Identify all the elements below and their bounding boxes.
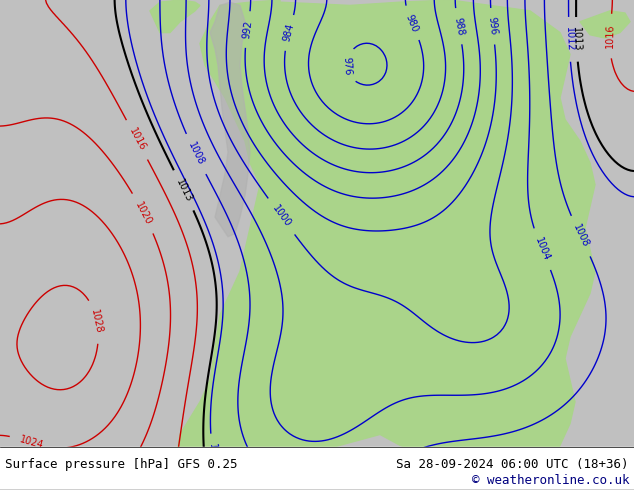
Polygon shape <box>210 2 250 237</box>
Text: 996: 996 <box>486 17 498 36</box>
Text: 1008: 1008 <box>571 223 590 249</box>
Text: 1013: 1013 <box>174 177 193 203</box>
Text: 1024: 1024 <box>18 435 44 451</box>
Text: 1000: 1000 <box>270 204 293 229</box>
Text: 976: 976 <box>342 56 353 75</box>
Text: Surface pressure [hPa] GFS 0.25: Surface pressure [hPa] GFS 0.25 <box>5 458 238 471</box>
Text: 1013: 1013 <box>571 27 582 52</box>
Text: 1028: 1028 <box>89 308 104 335</box>
Polygon shape <box>150 0 200 32</box>
Text: 1012: 1012 <box>207 443 220 469</box>
Text: 992: 992 <box>242 20 254 39</box>
Text: 988: 988 <box>452 16 465 36</box>
Text: 984: 984 <box>282 23 296 43</box>
Text: 1008: 1008 <box>186 141 205 168</box>
Text: 980: 980 <box>404 13 420 33</box>
Text: 1004: 1004 <box>533 236 551 263</box>
Text: © weatheronline.co.uk: © weatheronline.co.uk <box>472 473 629 487</box>
Text: 1016: 1016 <box>127 127 147 153</box>
Text: 1020: 1020 <box>133 200 153 226</box>
Text: 1012: 1012 <box>564 27 574 52</box>
Bar <box>0 447 634 489</box>
Polygon shape <box>580 11 630 38</box>
Text: 1016: 1016 <box>605 24 615 49</box>
Polygon shape <box>170 0 595 489</box>
Text: Sa 28-09-2024 06:00 UTC (18+36): Sa 28-09-2024 06:00 UTC (18+36) <box>396 458 629 471</box>
